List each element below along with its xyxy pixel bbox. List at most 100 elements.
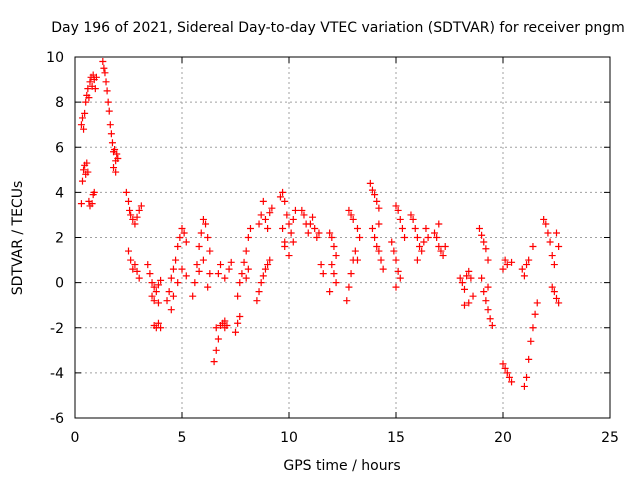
data-point (169, 292, 177, 300)
data-point (401, 234, 409, 241)
y-tick-label: -6 (50, 411, 64, 427)
data-point (244, 265, 252, 273)
data-point (482, 245, 490, 253)
data-point (148, 279, 156, 287)
data-point (244, 234, 252, 241)
data-point (107, 130, 115, 138)
data-point (351, 247, 359, 255)
data-point (182, 238, 190, 246)
data-point (279, 188, 287, 196)
data-point (223, 321, 231, 329)
data-point (300, 211, 308, 219)
data-point (503, 369, 511, 377)
data-point (482, 297, 490, 305)
data-point (144, 261, 152, 269)
data-point (217, 261, 225, 269)
data-point (390, 247, 398, 255)
data-point (255, 288, 263, 296)
data-point (484, 283, 492, 291)
data-point (377, 256, 385, 264)
data-point (349, 215, 357, 223)
data-point (542, 220, 550, 228)
data-point (398, 224, 406, 232)
data-point (285, 220, 293, 228)
data-point (388, 238, 396, 246)
data-point (463, 272, 471, 280)
x-tick-label: 0 (71, 430, 80, 446)
data-point (103, 87, 111, 95)
x-tick-label: 15 (387, 430, 405, 446)
data-point (172, 256, 180, 264)
data-point (529, 324, 537, 332)
data-point (212, 346, 220, 354)
data-point (371, 234, 379, 241)
data-point (343, 297, 351, 305)
y-tick-label: 4 (55, 185, 64, 201)
data-point (345, 283, 353, 291)
data-point (441, 243, 449, 251)
data-point (236, 279, 244, 287)
data-point (503, 261, 511, 269)
data-point (257, 279, 265, 287)
data-point (281, 197, 289, 205)
data-point (204, 283, 212, 291)
data-point (505, 373, 513, 381)
data-point (78, 177, 86, 185)
data-point (501, 364, 509, 372)
data-point (125, 197, 132, 205)
data-point (531, 310, 539, 318)
data-point (90, 188, 98, 196)
data-point (407, 211, 415, 219)
data-point (546, 238, 554, 246)
data-point (469, 292, 477, 300)
data-point (418, 247, 426, 255)
data-point (553, 229, 560, 237)
data-point (85, 94, 93, 102)
data-point (100, 64, 108, 72)
data-point (392, 202, 400, 210)
data-point (246, 224, 254, 232)
data-point (178, 224, 186, 232)
data-point (221, 317, 229, 325)
data-point (131, 220, 139, 228)
data-point (480, 288, 488, 296)
data-point (396, 215, 404, 223)
data-point (146, 270, 154, 278)
x-tick-label: 10 (280, 430, 298, 446)
data-point (328, 261, 336, 269)
data-point (104, 98, 112, 106)
data-point (525, 355, 533, 363)
data-point (540, 215, 548, 223)
x-tick-label: 5 (178, 430, 187, 446)
data-point (371, 191, 379, 199)
axis-ticks: 0 5 10 15 20 25 -6 -4 -2 0 2 4 6 8 10 (46, 50, 619, 446)
data-point (82, 98, 90, 106)
y-tick-label: -4 (50, 366, 64, 382)
data-point (373, 243, 381, 251)
data-point (413, 256, 421, 264)
data-point (264, 261, 272, 269)
data-point (204, 234, 212, 241)
data-point (180, 229, 188, 237)
data-point (484, 256, 492, 264)
data-point (126, 206, 134, 214)
data-point (291, 206, 299, 214)
data-point (518, 265, 526, 273)
data-point (315, 229, 323, 237)
data-point (394, 267, 402, 275)
data-point (113, 150, 121, 158)
data-point (253, 297, 261, 305)
data-point (268, 204, 276, 212)
data-point (465, 267, 473, 275)
data-point (309, 213, 317, 221)
y-tick-label: 2 (55, 231, 64, 247)
data-point (99, 58, 107, 66)
data-point (264, 224, 272, 232)
data-point (529, 243, 537, 251)
data-point (375, 247, 383, 255)
data-point (83, 159, 91, 167)
data-point (289, 215, 297, 223)
data-point (261, 265, 269, 273)
data-point (413, 234, 421, 241)
data-point (433, 234, 441, 241)
